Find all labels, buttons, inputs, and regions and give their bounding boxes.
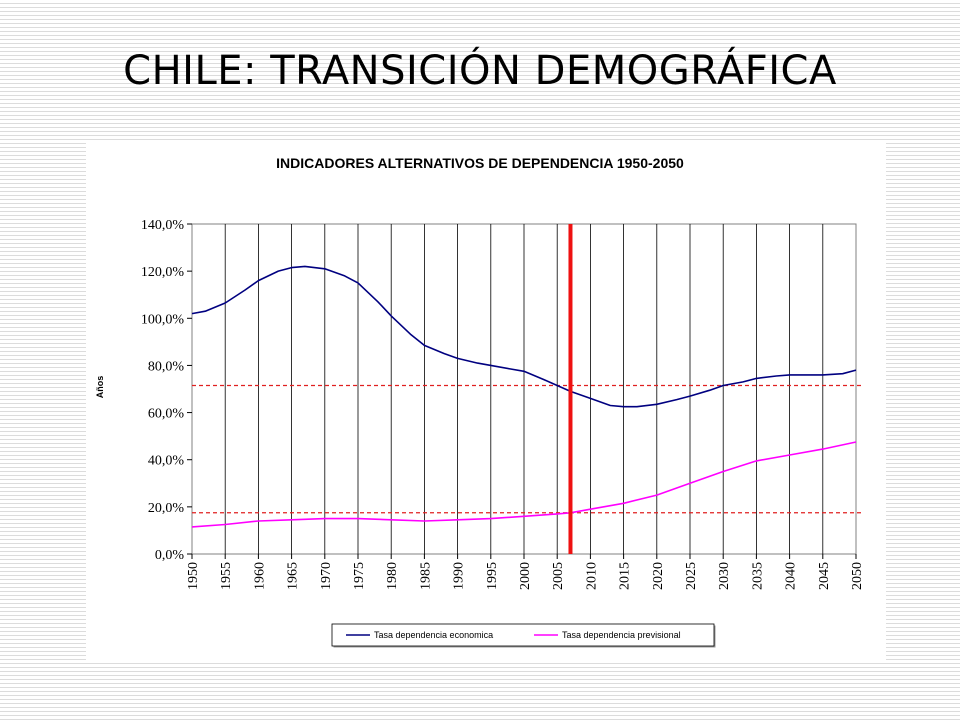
x-tick-label: 1950 <box>186 562 201 590</box>
y-tick-label: 80,0% <box>148 359 185 374</box>
y-axis-label: Años <box>95 376 105 399</box>
y-tick-label: 100,0% <box>141 312 185 327</box>
x-tick-label: 1985 <box>418 562 433 590</box>
x-tick-label: 2030 <box>717 562 732 590</box>
plot-area: 0,0% 20,0% 40,0% 60,0% 80,0% 100,0% 120,0% 140,… <box>141 218 865 590</box>
x-tick-label: 1965 <box>286 562 301 590</box>
series-line-1 <box>191 265 857 408</box>
x-tick-label: 2025 <box>684 562 699 590</box>
legend: Tasa dependencia economica Tasa dependenc… <box>331 623 716 648</box>
x-tick-label: 1980 <box>385 562 400 590</box>
y-tick-label: 20,0% <box>148 501 185 516</box>
x-tick-label: 2010 <box>584 562 599 590</box>
x-tick-label: 2045 <box>817 562 832 590</box>
slide-title: CHILE: TRANSICIÓN DEMOGRÁFICA <box>123 48 837 94</box>
x-tick-label: 2050 <box>850 562 865 590</box>
chart: INDICADORES ALTERNATIVOS DE DEPENDENCIA … <box>95 155 865 648</box>
y-tick-label: 40,0% <box>148 454 185 469</box>
x-tick-label: 1995 <box>485 562 500 590</box>
legend-box <box>331 623 715 647</box>
x-tick-label: 2020 <box>651 562 666 590</box>
x-tick-label: 2000 <box>518 562 533 590</box>
y-tick-label: 140,0% <box>141 218 185 233</box>
x-tick-label: 2005 <box>551 562 566 590</box>
chart-panel: INDICADORES ALTERNATIVOS DE DEPENDENCIA … <box>86 140 886 660</box>
x-tick-label: 1975 <box>352 562 367 590</box>
x-tick-label: 1955 <box>219 562 234 590</box>
chart-title: INDICADORES ALTERNATIVOS DE DEPENDENCIA … <box>276 155 684 171</box>
x-tick-label: 1970 <box>319 562 334 590</box>
x-tick-label: 1960 <box>252 562 267 590</box>
x-tick-label: 2035 <box>750 562 765 590</box>
legend-label-2: Tasa dependencia previsional <box>562 630 681 640</box>
y-tick-label: 0,0% <box>155 548 185 563</box>
x-tick-label: 2015 <box>618 562 633 590</box>
series-line-2 <box>191 441 857 528</box>
x-tick-label: 2040 <box>784 562 799 590</box>
y-tick-label: 60,0% <box>148 407 185 422</box>
x-tick-label: 1990 <box>452 562 467 590</box>
y-tick-label: 120,0% <box>141 265 185 280</box>
legend-label-1: Tasa dependencia economica <box>374 630 493 640</box>
